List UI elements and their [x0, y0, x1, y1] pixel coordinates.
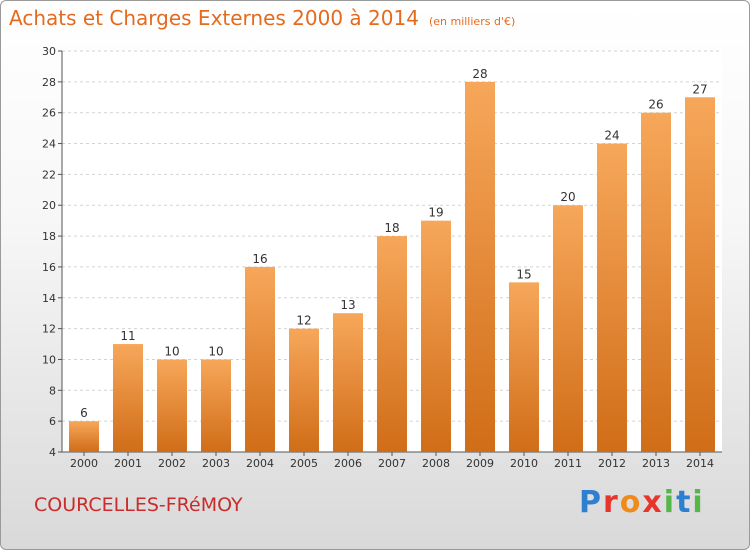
bar — [157, 359, 187, 452]
data-label: 11 — [120, 329, 135, 343]
y-tick-label: 26 — [42, 107, 56, 120]
x-tick-label: 2014 — [686, 457, 714, 470]
bar — [641, 112, 671, 452]
x-tick-label: 2006 — [334, 457, 362, 470]
x-tick-label: 2012 — [598, 457, 626, 470]
bar — [333, 313, 363, 452]
bar — [685, 97, 715, 453]
bar — [69, 421, 99, 452]
data-label: 20 — [560, 190, 575, 204]
y-tick-label: 6 — [49, 415, 56, 428]
x-tick-label: 2003 — [202, 457, 230, 470]
chart-title: Achats et Charges Externes 2000 à 2014 (e… — [9, 6, 515, 30]
bar — [289, 328, 319, 452]
logo-letter: t — [676, 485, 693, 520]
logo-letter: i — [692, 485, 705, 520]
x-tick-label: 2002 — [158, 457, 186, 470]
y-tick-label: 14 — [42, 292, 56, 305]
x-tick-label: 2007 — [378, 457, 406, 470]
chart-subtitle: (en milliers d'€) — [428, 15, 516, 28]
x-tick-label: 2005 — [290, 457, 318, 470]
data-label: 16 — [252, 252, 267, 266]
logo-letter: r — [603, 485, 620, 520]
y-tick-label: 18 — [42, 230, 56, 243]
x-tick-label: 2010 — [510, 457, 538, 470]
logo-letter: x — [642, 485, 664, 520]
y-tick-label: 12 — [42, 323, 56, 336]
data-label: 19 — [428, 206, 443, 220]
data-label: 26 — [648, 98, 663, 112]
logo-letter: P — [579, 485, 603, 520]
proxiti-logo: Proxiti — [579, 485, 705, 520]
y-tick-label: 16 — [42, 261, 56, 274]
bar — [113, 344, 143, 452]
data-label: 27 — [692, 82, 707, 96]
data-label: 13 — [340, 298, 355, 312]
data-label: 12 — [296, 314, 311, 328]
logo-letter: o — [619, 485, 643, 520]
y-tick-label: 24 — [42, 138, 56, 151]
x-tick-label: 2004 — [246, 457, 274, 470]
bar — [245, 266, 275, 452]
logo-letter: i — [663, 485, 677, 520]
data-label: 6 — [80, 406, 88, 420]
x-tick-label: 2008 — [422, 457, 450, 470]
bar — [597, 143, 627, 453]
y-tick-label: 4 — [49, 446, 56, 459]
bar — [421, 220, 451, 452]
bar — [201, 359, 231, 452]
data-label: 18 — [384, 221, 399, 235]
x-tick-label: 2009 — [466, 457, 494, 470]
bar — [465, 81, 495, 452]
bar — [377, 236, 407, 452]
chart-title-text: Achats et Charges Externes 2000 à 2014 — [9, 6, 419, 30]
y-tick-label: 10 — [42, 353, 56, 366]
bar — [553, 205, 583, 452]
y-tick-label: 22 — [42, 168, 56, 181]
x-tick-label: 2001 — [114, 457, 142, 470]
data-label: 15 — [516, 267, 531, 281]
data-label: 10 — [208, 344, 223, 358]
data-label: 10 — [164, 344, 179, 358]
x-tick-label: 2013 — [642, 457, 670, 470]
y-tick-label: 30 — [42, 45, 56, 58]
bar — [509, 282, 539, 452]
data-label: 24 — [604, 129, 619, 143]
y-tick-label: 28 — [42, 76, 56, 89]
data-label: 28 — [472, 67, 487, 81]
y-tick-label: 8 — [49, 384, 56, 397]
x-tick-label: 2011 — [554, 457, 582, 470]
x-tick-label: 2000 — [70, 457, 98, 470]
city-name: COURCELLES-FRéMOY — [34, 494, 243, 516]
y-tick-label: 20 — [42, 199, 56, 212]
